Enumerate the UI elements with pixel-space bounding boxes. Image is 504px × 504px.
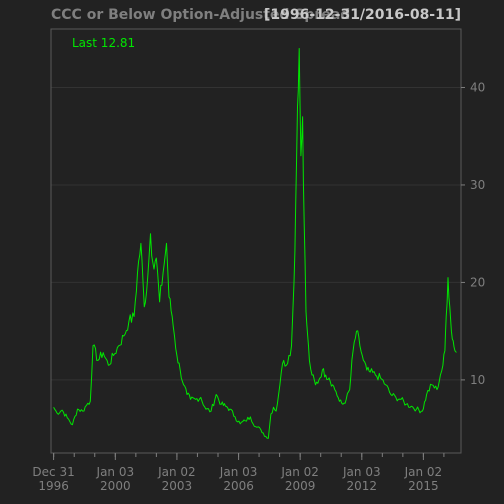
x-tick-label-year: 2015 [408, 479, 439, 493]
y-tick-label: 40 [470, 80, 485, 94]
x-tick-label: Jan 02 [157, 465, 196, 479]
x-tick-label: Jan 02 [280, 465, 319, 479]
x-tick-label-year: 1996 [38, 479, 69, 493]
x-tick-label-year: 2000 [100, 479, 131, 493]
x-tick-label-year: 2006 [223, 479, 254, 493]
x-tick-label: Dec 31 [32, 465, 74, 479]
x-tick-label: Jan 02 [404, 465, 443, 479]
x-tick-label-year: 2012 [347, 479, 378, 493]
x-tick-label-year: 2003 [162, 479, 193, 493]
grid-lines [51, 86, 461, 381]
y-tick-label: 30 [470, 178, 485, 192]
x-tick-label-year: 2009 [285, 479, 316, 493]
x-tick-label: Jan 03 [342, 465, 381, 479]
x-tick-label: Jan 03 [219, 465, 258, 479]
last-value-label: Last 12.81 [72, 36, 135, 50]
series-line [53, 48, 457, 439]
series-layer [53, 48, 457, 439]
y-tick-label: 20 [470, 275, 485, 289]
chart-date-range: [1996-12-31/2016-08-11] [264, 7, 461, 23]
y-tick-label: 10 [470, 373, 485, 387]
x-tick-label: Jan 03 [96, 465, 135, 479]
chart-title: CCC or Below Option-Adjusted Spread [51, 7, 350, 23]
plot-frame [50, 28, 462, 454]
